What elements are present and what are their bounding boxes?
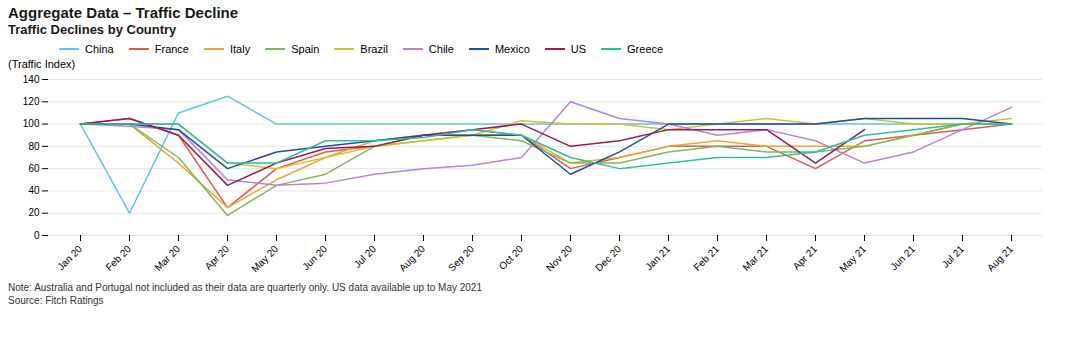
html-text:US: US	[570, 43, 586, 55]
html-text:China: China	[85, 43, 114, 55]
svg-text:Jul 20: Jul 20	[352, 243, 379, 270]
svg-text:80: 80	[28, 141, 40, 152]
html-text:Brazil: Brazil	[360, 43, 388, 55]
svg-text:Oct 20: Oct 20	[497, 243, 526, 272]
svg-text:Feb 20: Feb 20	[103, 243, 133, 273]
svg-text:Aug 21: Aug 21	[985, 243, 1015, 273]
html-text:Italy: Italy	[230, 43, 251, 55]
svg-text:0: 0	[34, 230, 40, 241]
html-text:(Traffic Index): (Traffic Index)	[8, 58, 76, 70]
svg-text:Jun 20: Jun 20	[300, 243, 329, 272]
svg-text:40: 40	[28, 185, 40, 196]
html-text:France: France	[154, 43, 189, 55]
svg-text:Jan 21: Jan 21	[643, 243, 672, 272]
svg-text:Jun 21: Jun 21	[888, 243, 917, 272]
svg-text:140: 140	[23, 74, 40, 85]
html-text:Aggregate Data – Traffic Decli: Aggregate Data – Traffic Decline	[8, 4, 239, 21]
svg-text:May 20: May 20	[249, 243, 280, 274]
svg-text:Nov 20: Nov 20	[544, 243, 574, 273]
svg-text:100: 100	[23, 118, 40, 129]
html-text:Mexico: Mexico	[494, 43, 530, 55]
svg-text:Sep 20: Sep 20	[446, 243, 476, 273]
html-text:Greece: Greece	[627, 43, 664, 55]
svg-text:Apr 21: Apr 21	[791, 243, 820, 272]
svg-text:Aug 20: Aug 20	[397, 243, 427, 273]
svg-text:Jan 20: Jan 20	[55, 243, 84, 272]
svg-text:20: 20	[28, 207, 40, 218]
html-text:Traffic Declines by Country: Traffic Declines by Country	[8, 22, 177, 37]
svg-text:Mar 21: Mar 21	[740, 243, 770, 273]
html-text:Note: Australia and Portugal n: Note: Australia and Portugal not include…	[8, 282, 482, 293]
svg-text:Dec 20: Dec 20	[593, 243, 623, 273]
html-text:Spain: Spain	[291, 43, 320, 55]
svg-text:60: 60	[28, 163, 40, 174]
svg-text:Feb 21: Feb 21	[691, 243, 721, 273]
svg-text:120: 120	[23, 96, 40, 107]
svg-text:Mar 20: Mar 20	[152, 243, 182, 273]
svg-text:Jul 21: Jul 21	[940, 243, 967, 270]
svg-text:Apr 20: Apr 20	[203, 243, 232, 272]
svg-text:May 21: May 21	[837, 243, 868, 274]
html-text:Chile: Chile	[428, 43, 454, 55]
html-text:Source: Fitch Ratings: Source: Fitch Ratings	[8, 295, 104, 306]
